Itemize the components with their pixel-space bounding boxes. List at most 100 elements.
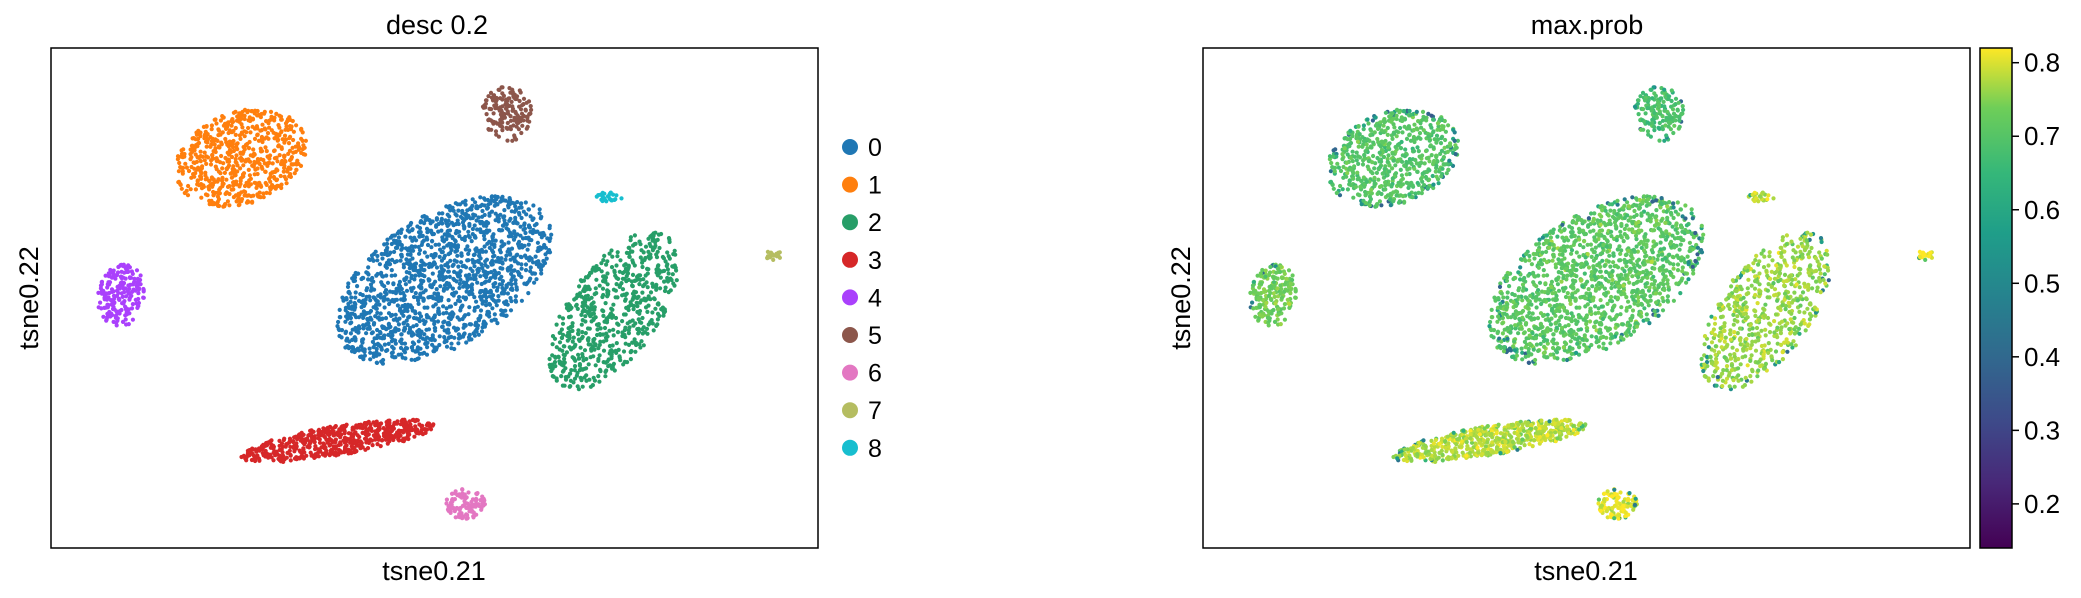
cluster-point <box>463 247 468 252</box>
cluster-point <box>482 237 487 242</box>
cluster-point <box>558 330 563 335</box>
cluster-point <box>543 245 548 250</box>
cluster-point <box>514 120 520 125</box>
cluster-point <box>178 165 183 170</box>
cluster-point <box>457 494 463 499</box>
cluster-point <box>409 357 414 362</box>
cluster-point <box>263 452 268 457</box>
prob-point <box>1678 291 1683 296</box>
cluster-point <box>311 436 316 441</box>
cluster-point <box>512 209 517 214</box>
cluster-point <box>653 230 658 235</box>
cluster-point <box>258 183 263 188</box>
cluster-point <box>235 163 240 168</box>
cluster-point <box>202 150 207 155</box>
cluster-point <box>255 133 260 138</box>
prob-point <box>1570 230 1575 235</box>
cluster-point <box>331 444 336 449</box>
cluster-point <box>347 339 352 344</box>
prob-point <box>1623 252 1628 258</box>
cluster-point <box>485 264 490 269</box>
cluster-point <box>477 503 482 508</box>
cluster-point <box>457 229 462 234</box>
cluster-point <box>252 172 257 177</box>
cluster-point <box>607 328 612 333</box>
cluster-point <box>269 438 274 443</box>
cluster-point <box>103 273 108 278</box>
prob-point <box>1527 327 1532 333</box>
prob-point <box>1553 313 1558 318</box>
cluster-point <box>774 254 780 259</box>
prob-point <box>1533 357 1538 363</box>
cluster-point <box>550 374 555 379</box>
cluster-point <box>202 136 207 141</box>
prob-point <box>1611 260 1616 265</box>
cluster-point <box>376 293 381 298</box>
cluster-point <box>616 276 621 281</box>
prob-point <box>1590 247 1595 252</box>
cluster-point <box>493 106 498 111</box>
prob-point <box>1628 215 1633 220</box>
prob-point <box>1507 284 1512 289</box>
cluster-point <box>130 282 135 287</box>
cluster-point <box>267 125 272 130</box>
cluster-point <box>226 120 231 125</box>
prob-point <box>1605 328 1611 333</box>
cluster-point <box>614 263 619 268</box>
cluster-point <box>261 195 266 200</box>
cluster-point <box>470 226 475 232</box>
cluster-point <box>222 170 227 175</box>
cluster-point <box>606 194 611 199</box>
prob-point <box>1687 240 1692 245</box>
cluster-point <box>532 280 537 285</box>
cluster-point <box>276 143 281 148</box>
cluster-point <box>410 238 415 243</box>
cluster-point <box>386 341 391 346</box>
cluster-point <box>650 321 655 326</box>
cluster-point <box>110 289 115 294</box>
cluster-point <box>195 141 200 147</box>
prob-point <box>1691 267 1696 273</box>
cluster-point <box>288 458 293 463</box>
cluster-point <box>281 459 286 464</box>
prob-point <box>1536 326 1541 331</box>
cluster-point <box>483 101 488 106</box>
cluster-point <box>379 270 384 275</box>
cluster-point <box>466 490 471 495</box>
cluster-point <box>105 304 110 310</box>
cluster-point <box>435 319 441 324</box>
cluster-point <box>411 248 416 253</box>
cluster-point <box>570 355 575 360</box>
cluster-point <box>324 450 329 455</box>
prob-point <box>1634 203 1639 208</box>
cluster-point <box>557 347 562 352</box>
cluster-point <box>272 176 277 181</box>
cluster-point <box>356 443 361 448</box>
cluster-point <box>494 97 499 103</box>
cluster-point <box>615 254 620 259</box>
cluster-point <box>609 306 614 311</box>
legend-label-1: 1 <box>868 172 882 200</box>
cluster-point <box>442 283 448 288</box>
cluster-point <box>402 341 408 346</box>
cluster-point <box>200 154 205 159</box>
cluster-point <box>353 325 358 331</box>
cluster-point <box>504 284 509 290</box>
cluster-point <box>246 125 251 131</box>
cluster-point <box>441 311 446 316</box>
cluster-point <box>392 260 397 265</box>
cluster-point <box>395 419 400 424</box>
cluster-point <box>220 181 225 187</box>
prob-point <box>1652 266 1657 271</box>
cluster-point <box>614 341 619 346</box>
cluster-point <box>513 294 518 299</box>
prob-point <box>1593 304 1598 309</box>
cluster-point <box>442 340 447 345</box>
cluster-point <box>565 302 571 308</box>
cluster-point <box>188 157 193 162</box>
cluster-point <box>461 325 466 330</box>
cluster-point <box>601 309 606 314</box>
cluster-point <box>417 327 422 333</box>
cluster-point <box>470 291 475 297</box>
cluster-point <box>259 149 265 154</box>
